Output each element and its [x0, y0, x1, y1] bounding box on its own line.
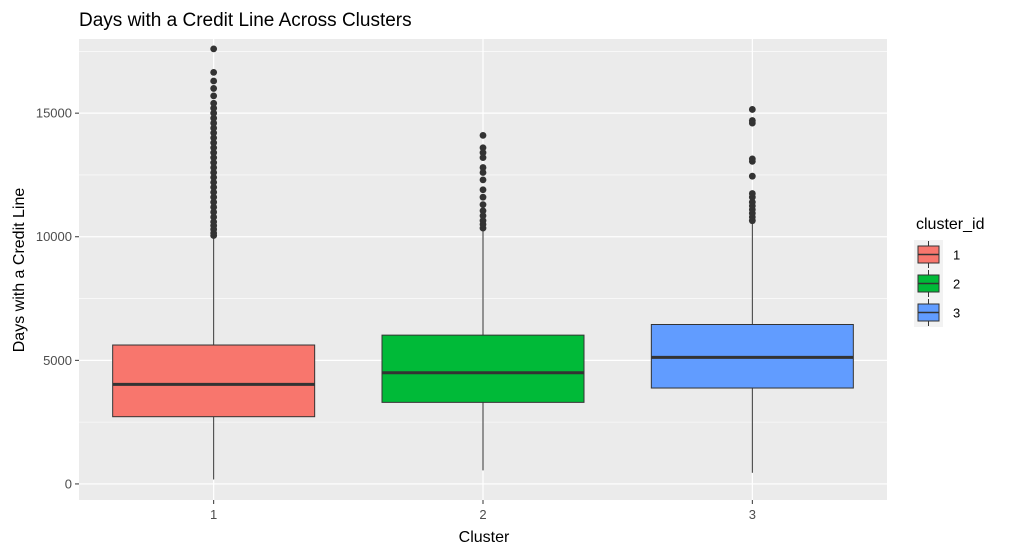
outlier-point	[479, 154, 487, 162]
outlier-point	[210, 159, 218, 166]
outlier-point	[210, 85, 218, 92]
y-tick-label: 5000	[43, 353, 72, 368]
outlier-point	[210, 188, 218, 196]
outlier-point	[210, 119, 218, 127]
outlier-point	[748, 198, 756, 206]
outlier-point	[748, 117, 756, 124]
x-axis-title: Cluster	[459, 529, 510, 546]
outlier-point	[210, 139, 218, 147]
legend: cluster_id 1 2 3	[914, 216, 984, 327]
y-tick-label: 15000	[36, 106, 72, 121]
outlier-point	[210, 203, 218, 211]
iqr-box	[381, 334, 585, 403]
outlier-point	[210, 218, 218, 226]
x-tick-label: 1	[210, 507, 217, 522]
legend-title: cluster_id	[916, 216, 984, 233]
outlier-point	[210, 109, 218, 117]
y-axis: 0 5000 10000 15000	[36, 106, 79, 491]
outlier-point	[210, 114, 218, 122]
iqr-box	[112, 344, 316, 418]
outlier-point	[210, 178, 218, 186]
legend-items: 1 2 3	[914, 240, 960, 327]
outlier-point	[210, 68, 218, 76]
outlier-point	[479, 212, 487, 220]
outlier-point	[210, 208, 218, 216]
outlier-point	[210, 149, 218, 157]
outlier-point	[210, 99, 218, 107]
outlier-point	[210, 213, 218, 221]
outlier-point	[210, 77, 218, 85]
x-tick-label: 2	[479, 507, 486, 522]
legend-label: 2	[953, 277, 960, 292]
outlier-point	[479, 169, 487, 176]
outlier-point	[479, 164, 487, 171]
outlier-point	[210, 144, 218, 152]
outlier-point	[210, 104, 218, 112]
x-tick-label: 3	[749, 507, 756, 522]
y-tick-label: 0	[65, 476, 72, 491]
y-tick-label: 10000	[36, 229, 72, 244]
outlier-point	[210, 198, 218, 206]
outlier-point	[479, 201, 487, 209]
outlier-point	[748, 190, 756, 197]
legend-label: 1	[953, 248, 960, 263]
box-cluster-1	[112, 45, 316, 480]
outlier-point	[210, 92, 218, 100]
y-axis-title: Days with a Credit Line	[11, 188, 28, 353]
outlier-point	[479, 132, 487, 139]
outlier-point	[210, 124, 218, 132]
outlier-point	[210, 45, 218, 53]
outlier-point	[210, 164, 218, 171]
legend-item-3: 3	[914, 298, 960, 327]
outlier-point	[479, 149, 487, 157]
x-axis: 1 2 3	[210, 500, 756, 522]
outlier-point	[748, 172, 756, 180]
box-cluster-3	[650, 106, 854, 473]
outlier-point	[479, 186, 487, 194]
outlier-point	[210, 193, 218, 201]
legend-label: 3	[953, 306, 960, 321]
boxes	[112, 45, 854, 480]
outlier-point	[479, 144, 487, 152]
outlier-point	[479, 193, 487, 201]
outlier-point	[210, 174, 218, 181]
outlier-point	[748, 155, 756, 163]
outlier-point	[479, 207, 487, 215]
outlier-point	[210, 169, 218, 176]
outlier-point	[210, 129, 218, 137]
legend-item-2: 2	[914, 269, 960, 298]
chart-title: Days with a Credit Line Across Clusters	[79, 10, 412, 31]
outlier-point	[479, 176, 487, 184]
outlier-point	[748, 106, 756, 113]
outlier-point	[210, 183, 218, 191]
outlier-point	[479, 217, 487, 225]
outlier-point	[210, 134, 218, 142]
legend-item-1: 1	[914, 240, 960, 269]
outlier-point	[210, 154, 218, 162]
box-cluster-2	[381, 132, 585, 471]
